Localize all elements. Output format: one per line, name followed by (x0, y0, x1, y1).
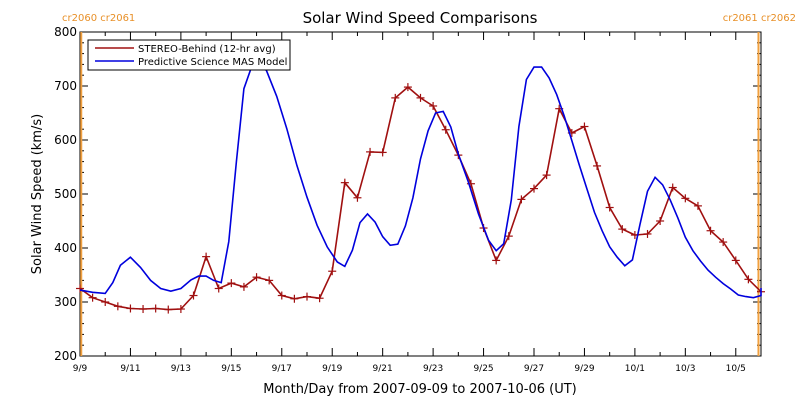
data-point-marker (239, 282, 248, 291)
carrington-markers: cr2060 cr2061 cr2061 cr2062 (62, 13, 796, 356)
x-tick-label: 10/5 (726, 364, 746, 374)
data-point-marker (618, 225, 627, 234)
data-point-marker (151, 304, 160, 313)
x-tick-label: 9/25 (473, 364, 493, 374)
x-tick-label: 10/3 (675, 364, 695, 374)
legend-box (87, 39, 291, 71)
data-point-marker (504, 232, 513, 241)
data-point-marker (643, 229, 652, 238)
data-point-marker (429, 101, 438, 110)
y-tick-label: 800 (54, 25, 77, 39)
data-point-marker (88, 293, 97, 302)
data-point-marker (416, 93, 425, 102)
data-point-marker (139, 305, 148, 314)
x-tick-label: 9/29 (574, 364, 594, 374)
x-tick-label: 9/9 (73, 364, 88, 374)
x-tick-label: 9/17 (272, 364, 292, 374)
x-tick-label: 9/27 (524, 364, 544, 374)
series-line-mas-model (79, 58, 762, 299)
series-layer (76, 58, 765, 314)
data-point-marker (189, 291, 198, 300)
data-point-marker (101, 298, 110, 306)
data-point-marker (227, 279, 236, 288)
data-point-marker (668, 183, 677, 192)
x-axis-label: Month/Day from 2007-09-09 to 2007-10-06 … (263, 382, 576, 397)
data-point-marker (656, 217, 665, 225)
data-point-marker (315, 294, 324, 303)
data-point-marker (353, 193, 362, 202)
data-point-marker (719, 238, 728, 247)
y-tick-label: 700 (54, 79, 77, 93)
y-tick-label: 500 (54, 187, 77, 201)
data-point-marker (164, 305, 173, 314)
x-tick-label: 9/19 (322, 364, 342, 374)
data-point-marker (366, 147, 375, 156)
data-point-marker (328, 267, 337, 276)
x-tick-label: 10/1 (625, 364, 645, 374)
data-point-marker (744, 275, 753, 284)
legend-label-stereo: STEREO-Behind (12-hr avg) (138, 44, 276, 55)
data-point-marker (731, 256, 740, 265)
data-point-marker (277, 291, 286, 300)
data-point-marker (290, 294, 299, 303)
data-point-marker (693, 201, 702, 210)
data-point-marker (340, 178, 349, 187)
y-tick-label: 200 (54, 349, 77, 363)
data-point-marker (113, 302, 122, 311)
y-tick-label: 400 (54, 241, 77, 255)
y-tick-label: 300 (54, 295, 77, 309)
data-point-marker (76, 284, 84, 293)
data-point-marker (580, 122, 589, 131)
legend-label-mas-model: Predictive Science MAS Model (138, 57, 287, 68)
data-point-marker (252, 273, 261, 282)
carrington-label: cr2061 cr2062 (723, 13, 796, 24)
data-point-marker (378, 148, 387, 157)
x-tick-label: 9/11 (120, 364, 140, 374)
y-tick-label: 600 (54, 133, 77, 147)
data-point-marker (517, 195, 526, 204)
data-point-marker (530, 184, 538, 193)
carrington-label: cr2060 cr2061 (62, 13, 135, 24)
data-point-marker (492, 256, 501, 265)
data-point-marker (265, 276, 274, 285)
data-point-marker (391, 93, 400, 102)
y-axis-label: Solar Wind Speed (km/s) (30, 114, 45, 274)
data-point-marker (706, 226, 715, 235)
data-point-marker (605, 203, 614, 212)
data-point-marker (593, 161, 602, 170)
x-tick-label: 9/23 (423, 364, 443, 374)
data-point-marker (214, 284, 223, 293)
x-axis-ticks: 9/9 9/11 9/13 9/15 9/17 9/19 9/21 9/23 9/25 9/27 9… (73, 32, 762, 374)
data-point-marker (542, 171, 551, 180)
legend: STEREO-Behind (12-hr avg) Predictive Sci… (87, 39, 291, 71)
x-tick-label: 9/15 (221, 364, 241, 374)
chart-title: Solar Wind Speed Comparisons (303, 9, 538, 27)
data-point-marker (126, 304, 135, 313)
data-point-marker (681, 194, 690, 203)
data-point-marker (403, 83, 412, 92)
data-point-marker (176, 305, 185, 314)
x-tick-label: 9/21 (373, 364, 393, 374)
data-point-marker (202, 252, 211, 261)
data-point-marker (303, 292, 311, 301)
data-point-marker (441, 125, 450, 134)
x-tick-label: 9/13 (171, 364, 191, 374)
